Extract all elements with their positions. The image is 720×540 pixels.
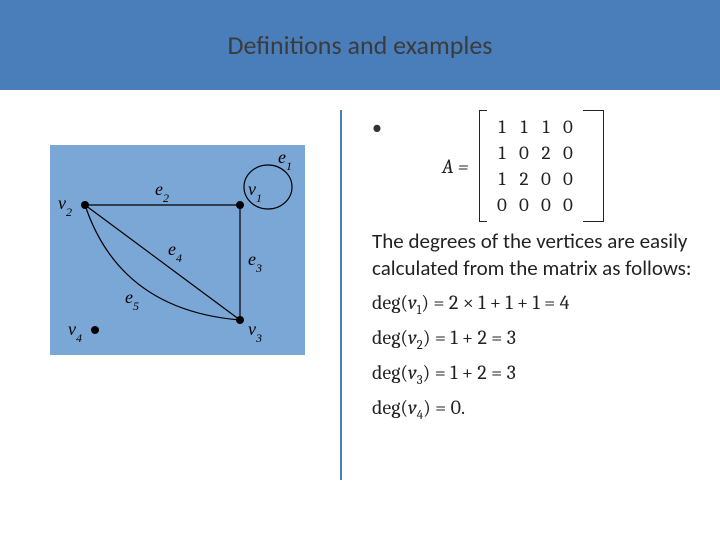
matrix-cell: 0 [557,114,579,140]
matrix-cell: 0 [513,140,535,166]
matrix-cell: 2 [535,140,557,166]
content-area: e1e2e3e4e5v1v2v3v4 • A = 111010201200000… [0,90,720,520]
matrix-grid: 1110102012000000 [487,110,583,222]
degree-line: deg(v2) = 1 + 2 = 3 [372,326,704,353]
matrix-cell: 0 [535,166,557,192]
matrix-cell: 1 [535,114,557,140]
matrix-cell: 0 [557,192,579,218]
matrix-symbol: A [442,155,454,178]
matrix-cell: 1 [513,114,535,140]
degree-computations: deg(v1) = 2 × 1 + 1 + 1 = 4 deg(v2) = 1 +… [372,291,704,423]
degree-line: deg(v3) = 1 + 2 = 3 [372,361,704,388]
bracket-right [583,110,604,222]
left-column: e1e2e3e4e5v1v2v3v4 [50,110,330,520]
matrix-cell: 1 [491,140,513,166]
bullet-dot: • [372,110,382,144]
vertical-divider [340,110,342,480]
bracket-left [479,110,487,222]
degree-line: deg(v4) = 0. [372,396,704,423]
slide-header: Definitions and examples [0,0,720,90]
matrix-cell: 2 [513,166,535,192]
matrix-cell: 1 [491,114,513,140]
paragraph-text: The degrees of the vertices are easily c… [372,228,704,283]
degree-line: deg(v1) = 2 × 1 + 1 + 1 = 4 [372,291,704,318]
adjacency-matrix: A = 1110102012000000 [442,110,604,222]
matrix-cell: 0 [557,140,579,166]
matrix-cell: 0 [535,192,557,218]
right-column: • A = 1110102012000000 The degrees of th… [352,110,704,520]
matrix-cell: 0 [557,166,579,192]
matrix-row: • A = 1110102012000000 [372,110,704,222]
slide-title: Definitions and examples [228,29,493,61]
matrix-cell: 0 [513,192,535,218]
matrix-cell: 1 [491,166,513,192]
matrix-cell: 0 [491,192,513,218]
graph-diagram: e1e2e3e4e5v1v2v3v4 [50,145,305,355]
